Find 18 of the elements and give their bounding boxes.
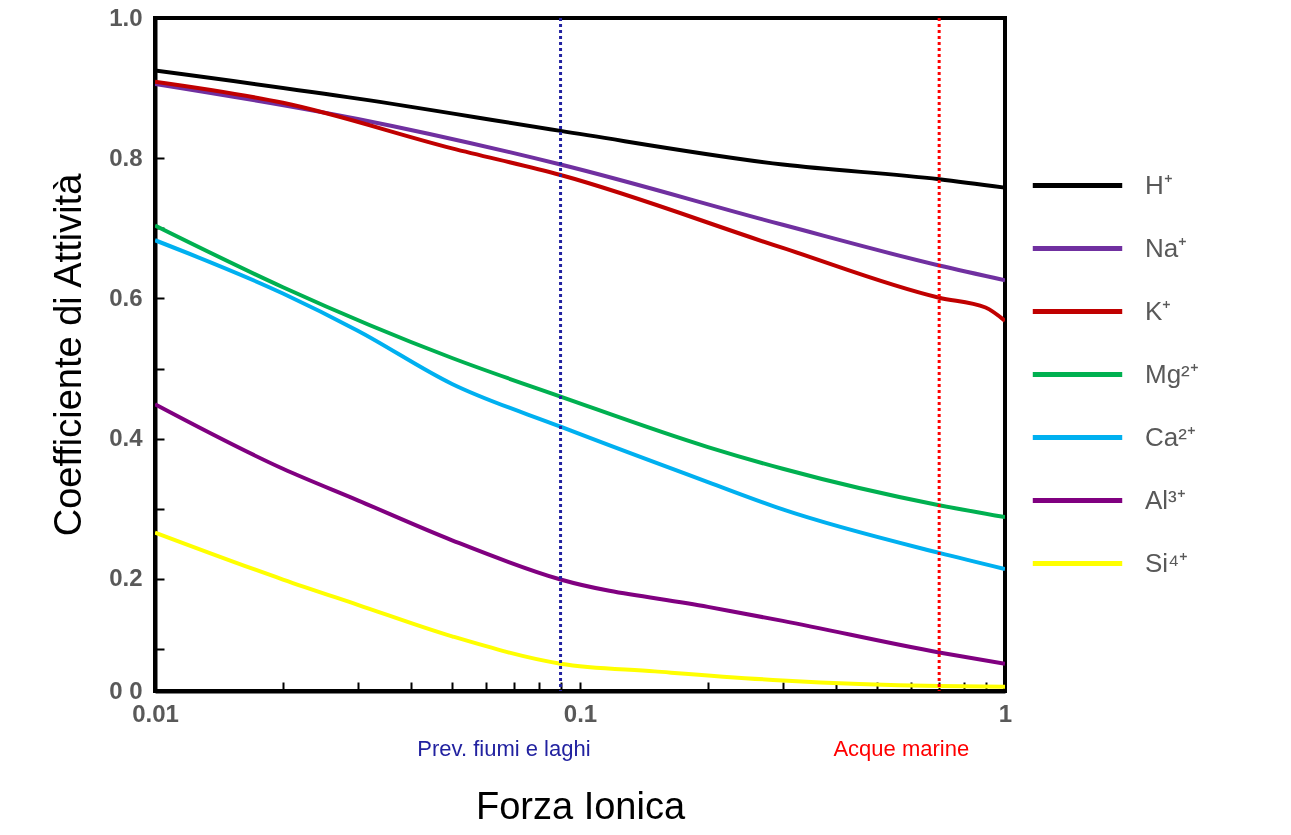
y-tick-label: 1.0 xyxy=(109,3,143,31)
y-tick-label: 0.8 xyxy=(109,143,143,171)
x-tick-label: 0.1 xyxy=(563,699,598,727)
legend-label: H⁺ xyxy=(1145,169,1173,200)
y-tick-label: 0.6 xyxy=(109,283,143,311)
y-axis-title: Coefficiente di Attività xyxy=(47,172,90,537)
legend-label: Mg²⁺ xyxy=(1145,358,1199,389)
legend-label: Na⁺ xyxy=(1145,232,1188,263)
legend-label: Ca²⁺ xyxy=(1145,421,1196,452)
y-tick-label: 0.4 xyxy=(109,424,144,452)
legend-label: Al³⁺ xyxy=(1145,484,1186,515)
ref-line-label: Acque marine xyxy=(833,736,970,761)
legend-label: K⁺ xyxy=(1145,295,1172,326)
y-tick-label: 0.2 xyxy=(109,564,143,592)
ref-line-label: Prev. fiumi e laghi xyxy=(417,736,591,761)
x-axis-title: Forza Ionica xyxy=(475,784,686,827)
legend-label: Si⁴⁺ xyxy=(1145,547,1189,578)
x-tick-label: 1 xyxy=(998,699,1013,727)
